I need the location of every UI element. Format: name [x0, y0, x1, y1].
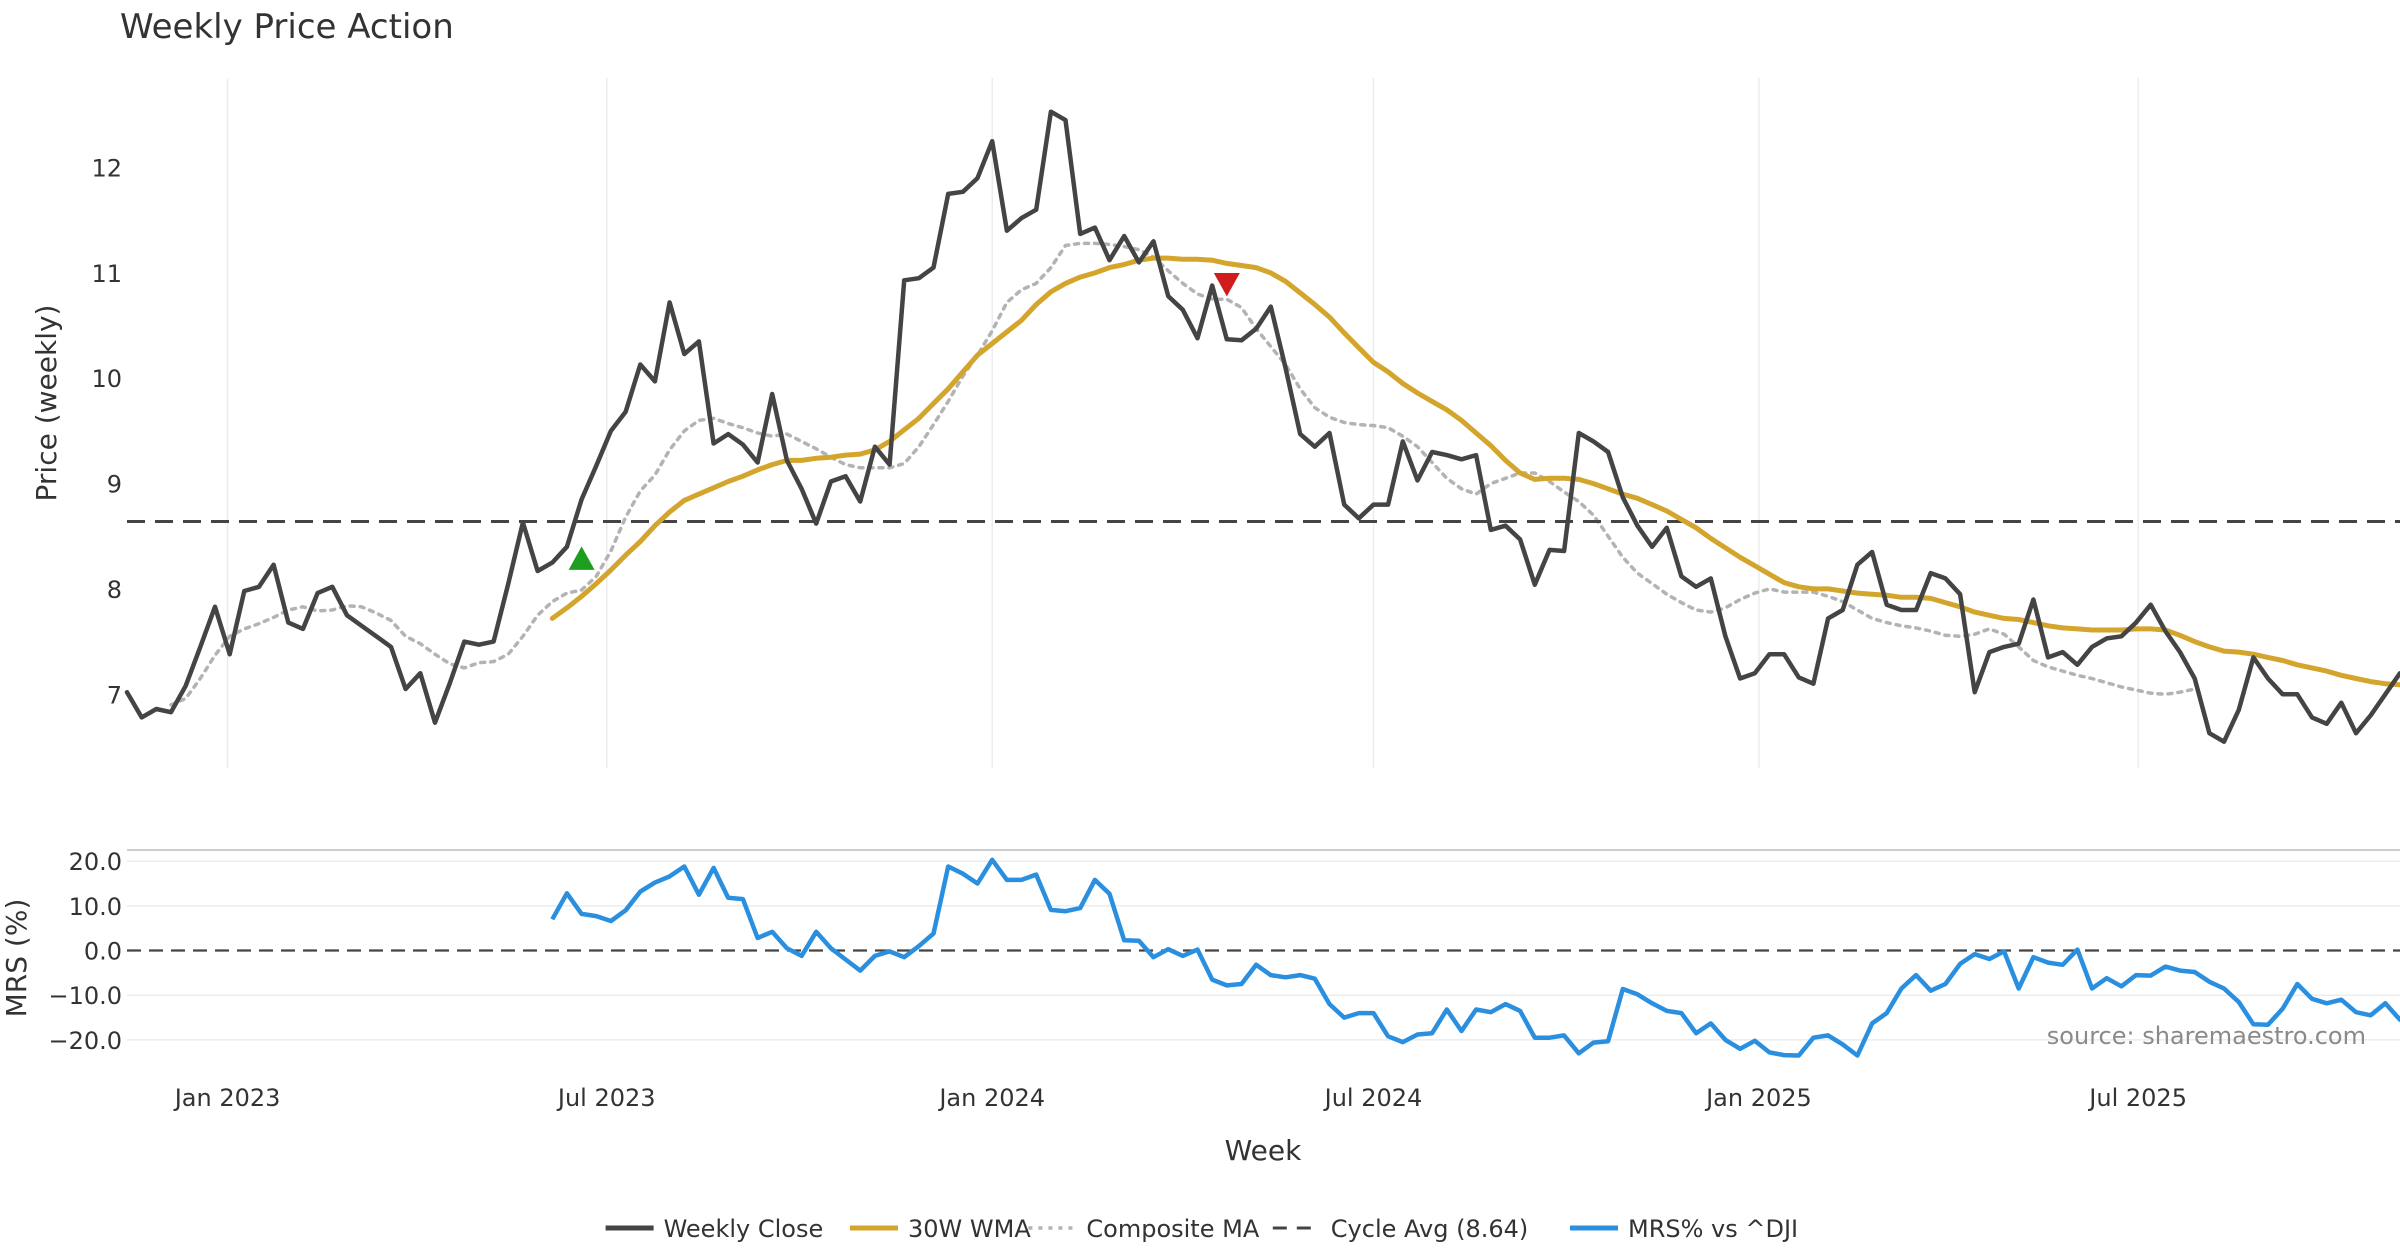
x-axis-title: Week	[1225, 1134, 1302, 1167]
buy-marker	[568, 546, 595, 570]
price-y-tick: 11	[91, 260, 122, 288]
chart-title: Weekly Price Action	[120, 7, 454, 47]
legend-label: MRS% vs ^DJI	[1628, 1215, 1798, 1243]
mrs-y-tick: 0.0	[84, 938, 122, 966]
mrs-panel-grid	[127, 849, 2400, 1041]
mrs-y-tick: −10.0	[48, 982, 122, 1010]
mrs-y-tick: 10.0	[69, 893, 122, 921]
series-30w-wma	[549, 255, 2400, 688]
series-weekly-close	[124, 109, 2400, 744]
legend-label: 30W WMA	[908, 1215, 1031, 1243]
chart-legend: Weekly Close 30W WMA Composite MA Cycle Avg…	[605, 1215, 1798, 1243]
price-y-tick: 7	[107, 681, 122, 709]
mrs-axis-label: MRS (%)	[0, 899, 33, 1018]
axis-labels: Jan 2023 Jul 2023 Jan 2024 Jul 2024 Jan 2025…	[48, 155, 2187, 1112]
x-tick-label: Jul 2023	[556, 1084, 656, 1112]
price-y-tick: 8	[107, 576, 122, 604]
source-note: source: sharemaestro.com	[2047, 1022, 2366, 1050]
x-tick-label: Jul 2024	[1323, 1084, 1423, 1112]
x-tick-label: Jan 2024	[937, 1084, 1045, 1112]
legend-label: Cycle Avg (8.64)	[1331, 1215, 1528, 1243]
signal-markers	[568, 273, 1240, 570]
series-mrs-vs-dji	[550, 857, 2400, 1058]
x-tick-label: Jan 2023	[173, 1084, 281, 1112]
sell-marker	[1213, 273, 1240, 297]
mrs-panel-series	[550, 857, 2400, 1058]
price-y-tick: 12	[91, 155, 122, 183]
price-y-tick: 9	[107, 471, 122, 499]
price-panel-series	[124, 109, 2400, 744]
mrs-y-tick: 20.0	[69, 848, 122, 876]
legend-label: Weekly Close	[664, 1215, 824, 1243]
x-tick-label: Jan 2025	[1704, 1084, 1812, 1112]
price-panel-grid	[226, 78, 2139, 768]
mrs-y-tick: −20.0	[48, 1027, 122, 1055]
x-tick-label: Jul 2025	[2087, 1084, 2187, 1112]
price-axis-label: Price (weekly)	[30, 305, 63, 502]
price-y-tick: 10	[91, 365, 122, 393]
series-composite-ma	[169, 241, 2197, 707]
legend-label: Composite MA	[1086, 1215, 1259, 1243]
